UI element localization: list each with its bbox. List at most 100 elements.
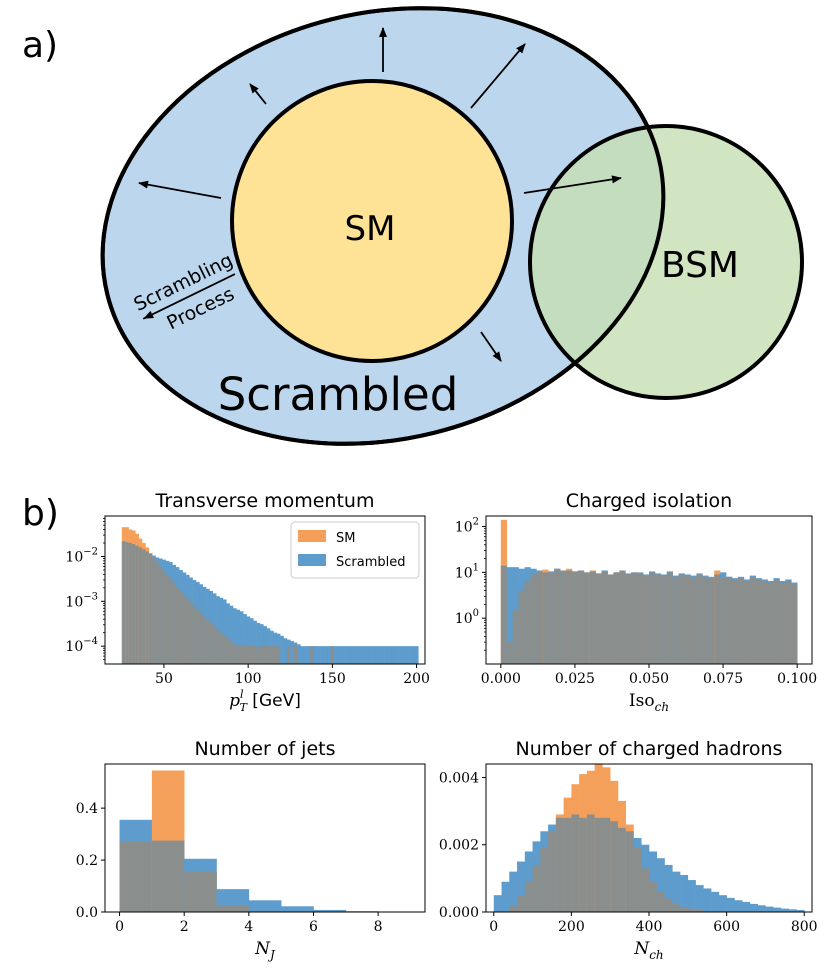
bar-scrambled	[398, 646, 402, 664]
bar-overlap	[532, 864, 541, 912]
bar-scrambled	[414, 646, 419, 664]
bar-overlap	[619, 570, 626, 664]
bar-scrambled	[517, 861, 526, 912]
chart-title: Number of charged hadrons	[516, 738, 783, 760]
bar-overlap	[641, 868, 650, 912]
bar-overlap	[656, 891, 665, 912]
bar-scrambled	[357, 646, 362, 664]
arrow-up-right	[470, 43, 526, 109]
panel-a-label: a)	[22, 25, 58, 66]
y-tick-label: 100	[455, 608, 479, 627]
bar-scrambled	[246, 616, 251, 664]
bsm-region	[528, 124, 804, 400]
x-tick-label: 50	[155, 671, 173, 687]
bar-overlap	[761, 580, 768, 664]
arrow-right	[523, 175, 622, 194]
bar-overlap	[680, 906, 689, 912]
chart-title: Transverse momentum	[155, 490, 375, 512]
bar-overlap	[189, 602, 193, 664]
bar-scrambled	[297, 644, 301, 664]
bar-scrambled	[259, 624, 264, 664]
bar-scrambled	[337, 646, 342, 664]
bar-overlap	[152, 557, 156, 664]
bar-scrambled	[408, 646, 412, 664]
bar-scrambled	[664, 864, 673, 912]
bar-overlap	[248, 910, 282, 912]
bar-scrambled	[381, 646, 385, 664]
bar-overlap	[702, 576, 709, 664]
process-divider	[142, 273, 236, 320]
bar-overlap	[192, 605, 197, 664]
bar-scrambled	[411, 646, 416, 664]
bar-scrambled	[226, 603, 230, 664]
bar-overlap	[195, 609, 200, 664]
bar-scrambled	[313, 646, 318, 664]
x-tick-label: 200	[403, 671, 430, 687]
y-tick-label: 102	[455, 517, 479, 536]
bar-overlap	[625, 574, 632, 664]
x-axis-label: Nch	[633, 939, 663, 962]
x-tick-label: 0	[115, 919, 124, 935]
bar-overlap	[594, 817, 603, 912]
bar-overlap	[293, 646, 298, 664]
x-axis-label: Isoch	[629, 691, 669, 714]
chart-number-of-jets: Number of jets 0 2 4 6 8 0.0 0.2 0.4 NJ	[76, 738, 426, 962]
bar-overlap	[649, 572, 656, 664]
bar-overlap	[131, 543, 136, 664]
bar-scrambled	[695, 885, 704, 912]
bar-overlap	[737, 578, 745, 664]
bar-overlap	[672, 576, 679, 664]
bar-overlap	[555, 817, 564, 912]
bar-overlap	[310, 646, 315, 664]
bar-scrambled	[300, 646, 305, 664]
chart-title: Number of jets	[194, 738, 335, 760]
bar-overlap	[560, 570, 567, 664]
bar-overlap	[256, 648, 261, 664]
bar-scrambled	[742, 901, 751, 912]
bar-overlap	[125, 542, 129, 664]
chart-transverse-momentum: Transverse momentum 50 100 150 200 10−4 10−3 10…	[65, 490, 430, 714]
bar-scrambled	[493, 895, 502, 912]
bar-scrambled	[711, 891, 720, 912]
bar-overlap	[589, 571, 596, 664]
legend-label: Scrambled	[336, 555, 406, 570]
bar-overlap	[185, 598, 190, 664]
bar-scrambled	[219, 597, 224, 664]
bar-overlap	[517, 895, 526, 912]
bar-overlap	[687, 908, 696, 912]
bar-overlap	[586, 814, 595, 912]
bar-overlap	[577, 570, 585, 664]
bar-overlap	[236, 646, 241, 664]
bar-overlap	[119, 841, 153, 912]
bar-overlap	[518, 590, 525, 664]
bars	[493, 764, 805, 912]
bar-overlap	[506, 642, 513, 664]
bar-scrambled	[354, 646, 358, 664]
y-tick-label: 10−3	[65, 591, 98, 610]
bar-scrambled	[687, 880, 696, 912]
legend: SM Scrambled	[290, 521, 420, 579]
bar-overlap	[548, 572, 555, 664]
bar-scrambled	[394, 646, 399, 664]
bar-scrambled	[391, 646, 395, 664]
bar-scrambled	[290, 641, 294, 664]
bar-scrambled	[280, 635, 284, 664]
y-tick-label: 10−2	[65, 546, 98, 565]
bar-scrambled	[256, 622, 261, 664]
y-tick-label: 0.4	[76, 801, 98, 817]
bar-scrambled	[371, 646, 375, 664]
bar-scrambled	[672, 871, 681, 912]
bar-overlap	[184, 871, 217, 912]
bar-scrambled	[344, 646, 348, 664]
x-tick-label: 4	[244, 919, 253, 935]
bsm-label: BSM	[661, 245, 739, 286]
bar-overlap	[536, 571, 543, 664]
arrow-left	[138, 180, 222, 199]
bar-overlap	[660, 575, 668, 664]
bar-overlap	[602, 817, 611, 912]
bar-overlap	[601, 571, 608, 664]
bar-scrambled	[387, 646, 392, 664]
chart-title: Charged isolation	[566, 490, 732, 512]
bar-overlap	[607, 574, 614, 664]
